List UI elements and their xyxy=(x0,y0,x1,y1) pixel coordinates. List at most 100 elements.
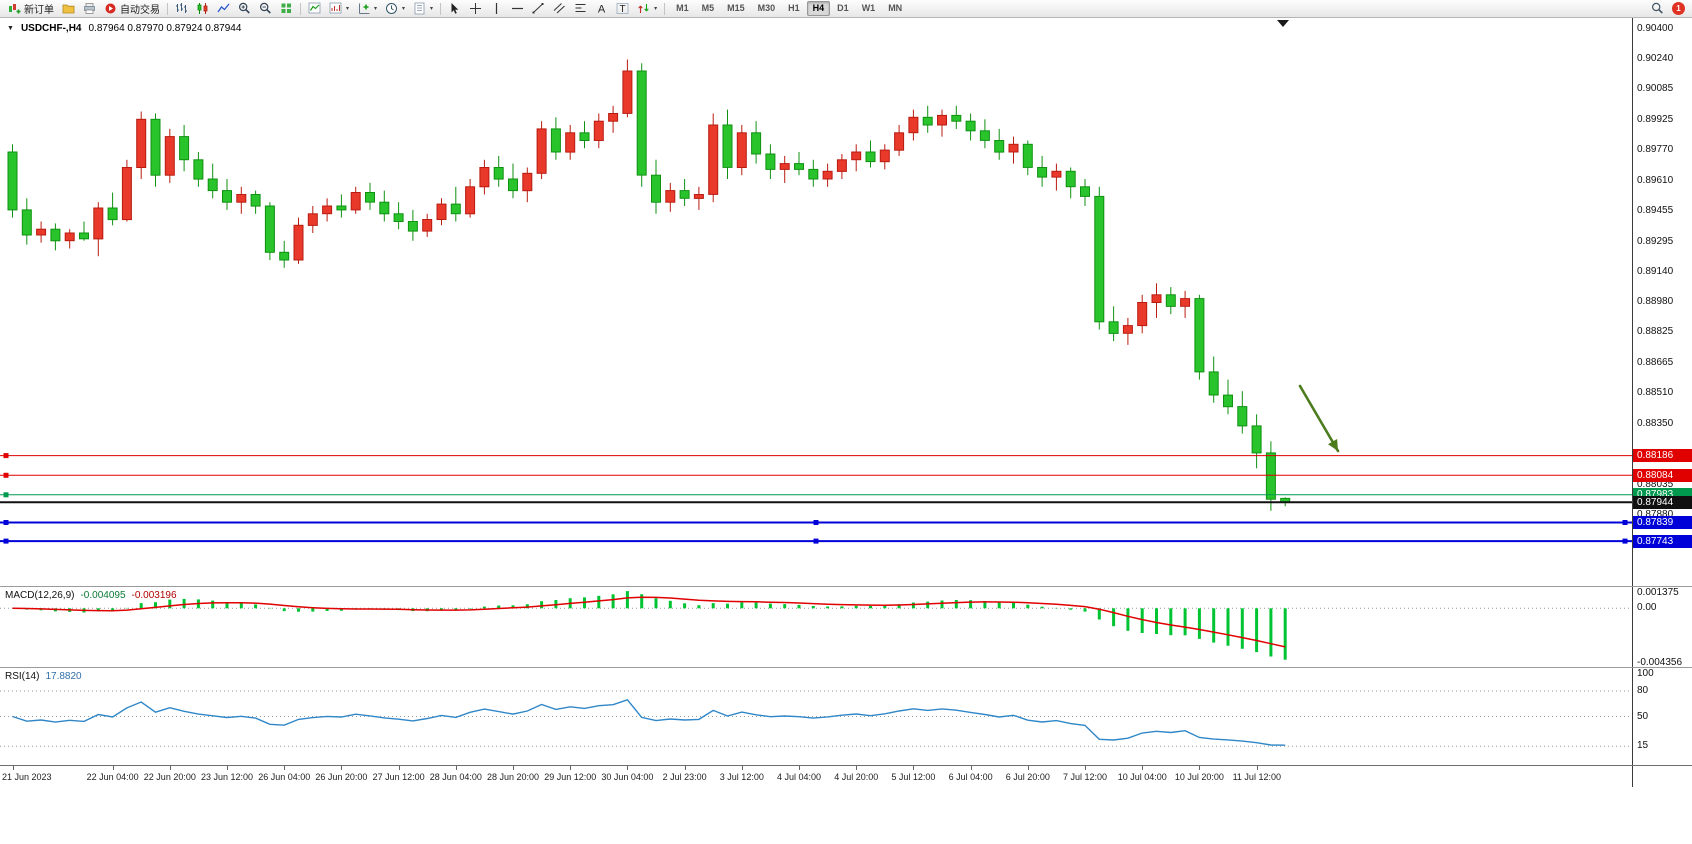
print-button[interactable] xyxy=(79,0,100,18)
rsi-label: RSI(14) 17.8820 xyxy=(5,671,82,682)
bar-chart-button[interactable] xyxy=(171,0,192,18)
chart-area: ▼ USDCHF-,H4 0.87964 0.87970 0.87924 0.8… xyxy=(0,18,1692,844)
macd-histogram xyxy=(25,591,1287,660)
timeframe-button-m1[interactable]: M1 xyxy=(676,3,689,13)
time-axis-label: 22 Jun 20:00 xyxy=(143,772,196,782)
zoom-in-icon xyxy=(238,2,250,14)
macd-name: MACD(12,26,9) xyxy=(5,590,75,601)
timeframe-button-mn[interactable]: MN xyxy=(888,3,903,13)
time-tick xyxy=(227,766,228,770)
macd-signal-value: -0.003196 xyxy=(131,590,177,601)
time-tick xyxy=(341,766,343,770)
time-axis-label: 7 Jul 12:00 xyxy=(1063,772,1108,782)
main-chart-plot[interactable] xyxy=(0,18,1632,586)
arrow-annotation[interactable] xyxy=(1298,384,1340,453)
periods-button[interactable]: ▾ xyxy=(381,0,409,18)
trendline-button[interactable] xyxy=(528,0,549,18)
indicator-window-icon xyxy=(329,2,342,14)
search-button[interactable] xyxy=(1647,0,1668,18)
line-handle[interactable] xyxy=(813,520,819,525)
macd-axis: 0.001375 0.00 -0.004356 xyxy=(1632,587,1692,668)
horizontal-line-icon xyxy=(512,7,524,10)
timeframe-button-m5[interactable]: M5 xyxy=(701,3,715,13)
price-badge: 0.88186 xyxy=(1633,449,1692,463)
zoom-out-button[interactable] xyxy=(255,0,276,18)
line-handle[interactable] xyxy=(1622,538,1628,544)
price-badge: 0.87839 xyxy=(1633,516,1692,530)
tile-windows-button[interactable] xyxy=(276,0,297,18)
crosshair-button[interactable] xyxy=(465,0,486,18)
line-handle[interactable] xyxy=(813,538,819,544)
time-axis-label: 27 Jun 12:00 xyxy=(372,772,425,782)
cursor-button[interactable] xyxy=(444,0,465,18)
timeframe-button-d1[interactable]: D1 xyxy=(837,3,849,13)
horizontal-line-button[interactable] xyxy=(507,0,528,18)
arrows-button[interactable]: ▾ xyxy=(633,0,661,18)
channel-button[interactable] xyxy=(549,0,570,18)
fibonacci-button[interactable] xyxy=(570,0,591,18)
time-axis-label: 4 Jul 04:00 xyxy=(777,772,822,782)
svg-text:T: T xyxy=(620,4,626,15)
time-tick xyxy=(455,766,457,770)
time-axis-corner xyxy=(1632,766,1692,787)
price-axis-label: 0.90085 xyxy=(1637,83,1674,95)
chart-header: ▼ USDCHF-,H4 0.87964 0.87970 0.87924 0.8… xyxy=(7,23,241,34)
line-handle[interactable] xyxy=(3,520,9,525)
price-axis-label: 0.89770 xyxy=(1637,144,1674,156)
rsi-plot[interactable] xyxy=(0,668,1632,765)
price-axis[interactable]: 0.90400 0.90240 0.90085 0.89925 0.89770 0.896… xyxy=(1632,18,1692,586)
line-chart-button[interactable] xyxy=(213,0,234,18)
line-handle[interactable] xyxy=(3,538,9,544)
add-indicator-button[interactable]: ▾ xyxy=(353,0,381,18)
new-order-button[interactable]: 新订单 xyxy=(4,0,58,18)
time-tick xyxy=(741,766,743,770)
time-axis-label: 28 Jun 04:00 xyxy=(429,772,482,782)
auto-trading-label: 自动交易 xyxy=(120,5,160,16)
notification-badge[interactable]: 1 xyxy=(1672,2,1685,15)
rsi-value: 17.8820 xyxy=(45,671,82,682)
chart-symbol-title: USDCHF-,H4 xyxy=(20,23,82,34)
timeframe-button-m30[interactable]: M30 xyxy=(757,3,776,13)
text-button[interactable]: A xyxy=(591,0,612,18)
candlestick-chart-button[interactable] xyxy=(192,0,213,18)
time-axis-label: 5 Jul 12:00 xyxy=(891,772,936,782)
search-icon xyxy=(1651,2,1663,14)
timeframe-button-m15[interactable]: M15 xyxy=(727,3,745,13)
time-tick xyxy=(1256,766,1258,770)
macd-label: MACD(12,26,9) -0.004095 -0.003196 xyxy=(5,590,177,601)
zoom-in-button[interactable] xyxy=(234,0,255,18)
macd-axis-label: -0.004356 xyxy=(1637,657,1683,668)
chevron-down-icon: ▾ xyxy=(402,6,406,12)
chevron-down-icon: ▾ xyxy=(654,6,658,12)
line-handle[interactable] xyxy=(3,453,9,459)
text-label-button[interactable]: T xyxy=(612,0,633,18)
timeframe-button-h1[interactable]: H1 xyxy=(788,3,800,13)
auto-trading-button[interactable]: 自动交易 xyxy=(100,0,164,18)
time-axis[interactable]: 21 Jun 2023 22 Jun 04:00 22 Jun 20:00 23 Ju… xyxy=(0,765,1692,787)
time-tick xyxy=(12,766,14,770)
rsi-axis-label: 100 xyxy=(1637,668,1654,679)
line-handle[interactable] xyxy=(3,492,9,498)
line-handle[interactable] xyxy=(3,472,9,478)
timeframe-button-w1[interactable]: W1 xyxy=(861,3,876,13)
chart-collapse-icon[interactable]: ▼ xyxy=(7,25,14,32)
time-axis-labels: 21 Jun 2023 22 Jun 04:00 22 Jun 20:00 23 Ju… xyxy=(0,766,1632,787)
time-axis-label: 22 Jun 04:00 xyxy=(86,772,139,782)
indicators-button[interactable] xyxy=(304,0,325,18)
indicator-window-button[interactable]: ▾ xyxy=(325,0,353,18)
main-toolbar: 新订单 自动交易 xyxy=(0,0,1692,18)
timeframe-button-h4[interactable]: H4 xyxy=(806,1,831,16)
profiles-button[interactable] xyxy=(58,0,79,18)
price-axis-label: 0.87880 xyxy=(1637,508,1674,520)
template-icon xyxy=(414,2,425,15)
rsi-axis-label: 15 xyxy=(1637,740,1649,752)
templates-button[interactable]: ▾ xyxy=(409,0,437,18)
channel-icon xyxy=(553,3,565,14)
macd-plot[interactable] xyxy=(0,587,1632,667)
trendline-icon xyxy=(532,3,544,14)
line-handle[interactable] xyxy=(1622,520,1628,525)
add-indicator-icon xyxy=(359,3,370,14)
vertical-line-button[interactable] xyxy=(486,0,507,18)
chart-shift-marker[interactable] xyxy=(1277,20,1289,27)
bar-chart-icon xyxy=(176,3,187,13)
